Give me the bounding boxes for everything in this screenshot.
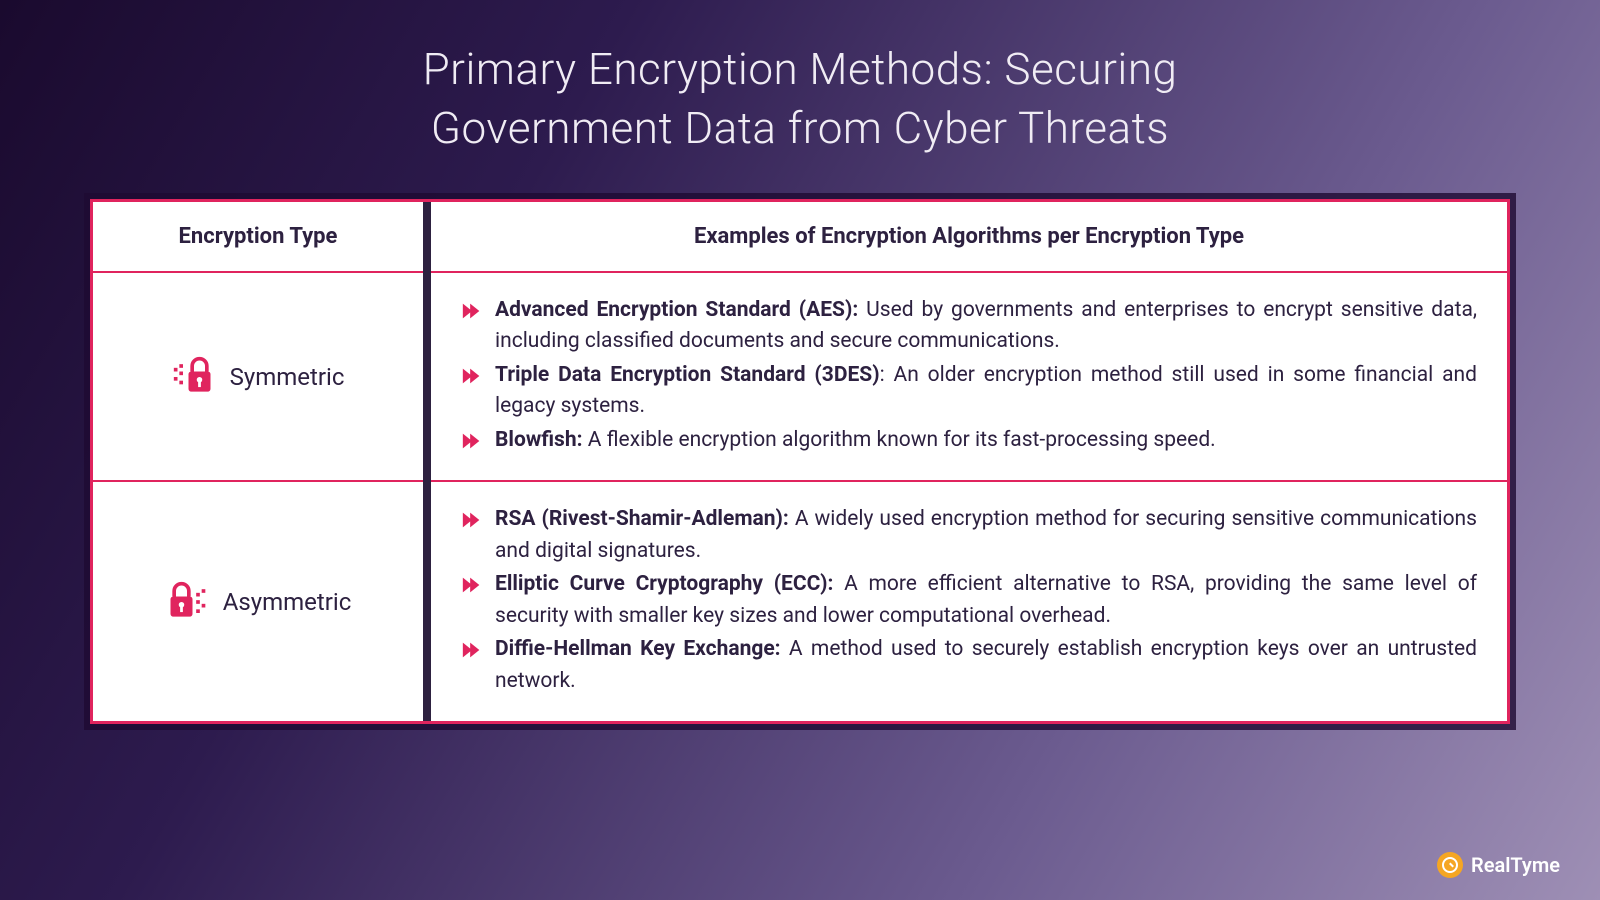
brand-logo: RealTyme [1437,852,1560,878]
bullet-icon [461,509,483,531]
algorithm-list: Advanced Encryption Standard (AES): Used… [461,295,1477,457]
algorithm-name: Blowfish: [495,428,583,452]
algorithm-name: Triple Data Encryption Standard (3DES) [495,363,880,387]
type-content: Asymmetric [165,580,352,624]
table-row: Asymmetric RSA (Rivest-Shamir-Adleman): … [93,482,1507,721]
algorithms-cell: Advanced Encryption Standard (AES): Used… [431,273,1507,483]
header-col-examples: Examples of Encryption Algorithms per En… [431,202,1507,273]
bullet-icon [461,574,483,596]
type-cell-symmetric: Symmetric [93,273,423,483]
algorithm-text: Blowfish: A flexible encryption algorith… [495,425,1477,457]
algorithm-name: Diffie-Hellman Key Exchange: [495,637,781,661]
algorithm-text: Triple Data Encryption Standard (3DES): … [495,360,1477,423]
algorithm-name: RSA (Rivest-Shamir-Adleman): [495,507,789,531]
algorithm-desc: A flexible encryption algorithm known fo… [583,428,1216,452]
algorithm-list: RSA (Rivest-Shamir-Adleman): A widely us… [461,504,1477,697]
slide-background: Primary Encryption Methods: Securing Gov… [0,0,1600,900]
algorithm-name: Elliptic Curve Cryptography (ECC): [495,572,833,596]
bullet-icon [461,639,483,661]
title-line-2: Government Data from Cyber Threats [431,102,1169,154]
table-header-row: Encryption Type Examples of Encryption A… [93,202,1507,273]
algorithms-cell: RSA (Rivest-Shamir-Adleman): A widely us… [431,482,1507,721]
header-col-type: Encryption Type [93,202,423,273]
encryption-table: Encryption Type Examples of Encryption A… [90,199,1510,725]
logo-icon [1437,852,1463,878]
title-line-1: Primary Encryption Methods: Securing [423,43,1178,95]
type-content: Symmetric [172,355,345,399]
bullet-icon [461,365,483,387]
type-cell-asymmetric: Asymmetric [93,482,423,721]
bullet-icon [461,300,483,322]
list-item: Elliptic Curve Cryptography (ECC): A mor… [461,569,1477,632]
algorithm-text: Diffie-Hellman Key Exchange: A method us… [495,634,1477,697]
type-label: Asymmetric [223,588,352,616]
lock-icon [165,580,209,624]
type-label: Symmetric [230,363,345,391]
logo-text: RealTyme [1471,853,1560,877]
list-item: Blowfish: A flexible encryption algorith… [461,425,1477,457]
lock-icon [172,355,216,399]
page-title: Primary Encryption Methods: Securing Gov… [0,0,1600,159]
list-item: Triple Data Encryption Standard (3DES): … [461,360,1477,423]
list-item: Diffie-Hellman Key Exchange: A method us… [461,634,1477,697]
list-item: Advanced Encryption Standard (AES): Used… [461,295,1477,358]
table-row: Symmetric Advanced Encryption Standard (… [93,273,1507,483]
algorithm-text: RSA (Rivest-Shamir-Adleman): A widely us… [495,504,1477,567]
algorithm-name: Advanced Encryption Standard (AES): [495,298,858,322]
algorithm-text: Advanced Encryption Standard (AES): Used… [495,295,1477,358]
list-item: RSA (Rivest-Shamir-Adleman): A widely us… [461,504,1477,567]
algorithm-text: Elliptic Curve Cryptography (ECC): A mor… [495,569,1477,632]
bullet-icon [461,430,483,452]
